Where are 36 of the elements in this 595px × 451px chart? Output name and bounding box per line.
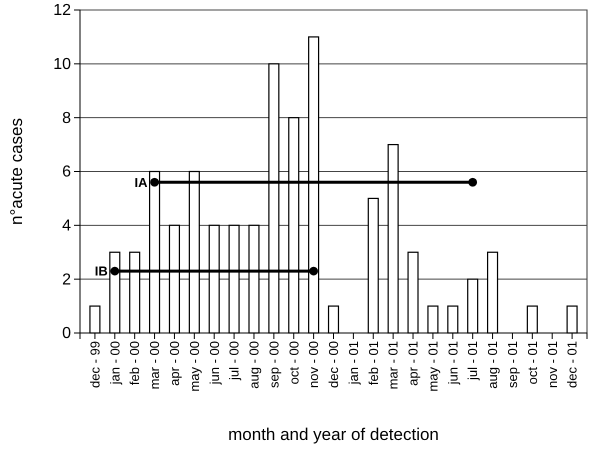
x-tick-label: sep - 00 (266, 341, 282, 388)
series-label: IA (134, 174, 148, 190)
x-tick-label: jan - 01 (346, 341, 361, 386)
y-tick-label: 0 (62, 325, 72, 342)
x-tick-label: jun - 01 (445, 341, 460, 386)
x-tick-label: jun - 00 (206, 341, 222, 386)
x-tick-label: jan - 00 (107, 341, 122, 386)
x-tick-label: apr - 00 (166, 341, 182, 386)
x-tick-label: feb - 00 (127, 341, 142, 386)
x-tick-label: nov - 00 (306, 341, 322, 388)
y-tick-label: 2 (62, 271, 72, 288)
y-axis-title: n°acute cases (7, 118, 26, 225)
x-tick-label: mar - 00 (147, 341, 162, 390)
x-tick-label: may - 01 (425, 341, 440, 392)
x-tick-label: may - 00 (186, 341, 202, 392)
x-axis-title: month and year of detection (228, 425, 439, 444)
x-tick-label: oct - 00 (286, 341, 302, 384)
x-tick-label: aug - 01 (485, 341, 500, 389)
y-tick-label: 6 (62, 164, 72, 181)
x-tick-label: mar - 01 (386, 341, 401, 390)
x-tick-label: dec - 01 (564, 341, 580, 388)
x-tick-label: jul - 00 (226, 341, 242, 382)
x-tick-label: oct - 01 (524, 341, 540, 384)
x-tick-label: aug - 00 (246, 341, 262, 389)
y-tick-label: 8 (62, 110, 72, 127)
x-tick-label: feb - 01 (366, 341, 381, 386)
x-tick-label: dec - 00 (326, 341, 342, 388)
x-tick-label: jul - 01 (465, 341, 480, 382)
x-tick-label: dec - 99 (87, 341, 102, 388)
x-tick-label: nov - 01 (544, 341, 560, 388)
legend-label: IB (94, 264, 108, 279)
y-tick-label: 12 (53, 2, 72, 20)
y-tick-label: 4 (62, 217, 72, 234)
x-tick-label: apr - 01 (406, 341, 421, 386)
x-tick-label: sep - 01 (504, 341, 520, 388)
y-tick-label: 10 (53, 56, 72, 73)
